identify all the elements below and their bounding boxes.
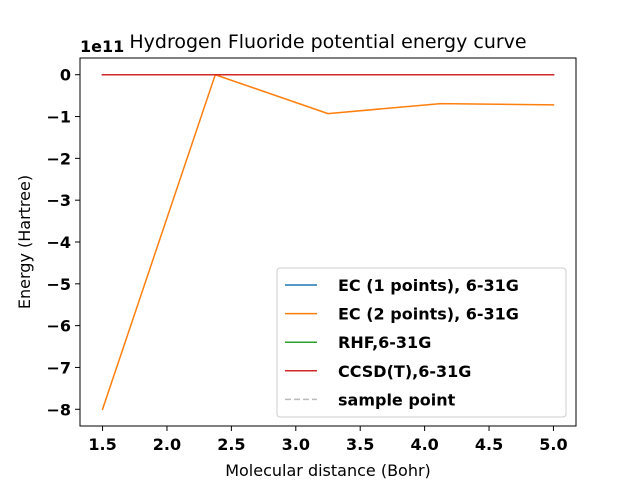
chart-title: Hydrogen Fluoride potential energy curve (129, 31, 526, 53)
x-tick-label: 1.5 (88, 435, 116, 454)
y-axis-label: Energy (Hartree) (15, 175, 34, 309)
x-tick-label: 4.0 (410, 435, 438, 454)
x-tick-label: 4.5 (475, 435, 503, 454)
legend-entry-label: sample point (338, 390, 456, 409)
y-tick-label: −4 (46, 233, 71, 252)
legend-entry-label: CCSD(T),6-31G (338, 362, 471, 381)
y-tick-label: −2 (46, 149, 71, 168)
legend-entry-label: EC (1 points), 6-31G (338, 276, 519, 295)
axes-frame (79, 57, 577, 427)
y-tick-label: 0 (60, 66, 71, 85)
y-axis-ticks: 0 −1 −2 −3 −4 −5 −6 −7 −8 (46, 66, 80, 419)
x-axis-ticks: 1.5 2.0 2.5 3.0 3.5 4.0 4.5 5.0 (88, 426, 568, 454)
series-line-1 (101, 73, 555, 411)
y-tick-label: −1 (46, 108, 71, 127)
y-tick-label: −6 (46, 317, 71, 336)
x-tick-label: 2.5 (217, 435, 245, 454)
y-tick-label: −8 (46, 400, 71, 419)
x-axis-label: Molecular distance (Bohr) (225, 461, 431, 480)
plot-area (101, 73, 555, 411)
x-tick-label: 2.0 (153, 435, 181, 454)
x-tick-label: 5.0 (539, 435, 567, 454)
x-tick-label: 3.0 (282, 435, 310, 454)
y-offset-label: 1e11 (80, 37, 124, 56)
legend-entry-label: RHF,6-31G (338, 333, 431, 352)
x-tick-label: 3.5 (346, 435, 374, 454)
y-tick-label: −7 (46, 358, 71, 377)
y-tick-label: −5 (46, 275, 71, 294)
legend-box (276, 267, 567, 418)
legend-entry-label: EC (2 points), 6-31G (338, 305, 519, 324)
y-tick-label: −3 (46, 191, 71, 210)
legend: EC (1 points), 6-31G EC (2 points), 6-31G… (276, 267, 567, 418)
